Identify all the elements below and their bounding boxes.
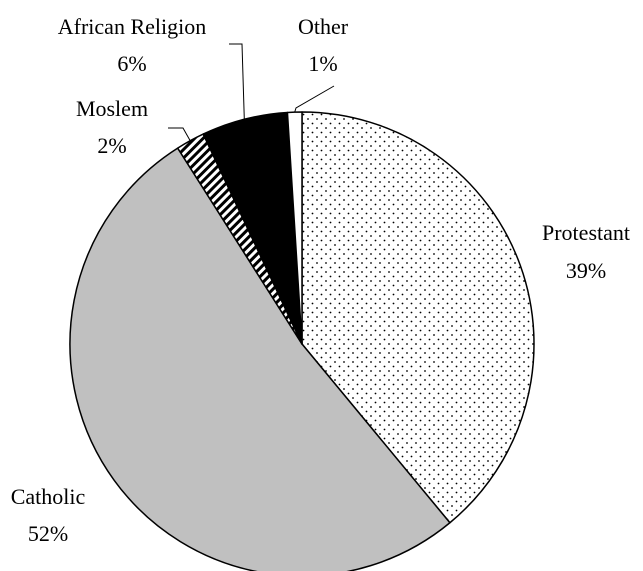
label-protestant-name: Protestant <box>542 220 630 245</box>
label-other-value: 1% <box>308 51 337 76</box>
slice-catholic <box>69 147 451 571</box>
slice-other <box>286 111 303 345</box>
leader-line-african-religion <box>229 43 245 120</box>
label-moslem-name: Moslem <box>76 96 148 121</box>
label-moslem-value: 2% <box>97 133 126 158</box>
pie-slices <box>69 111 535 571</box>
label-african-religion-value: 6% <box>117 51 146 76</box>
label-catholic-value: 52% <box>28 521 68 546</box>
leader-line-moslem <box>168 127 191 141</box>
label-other-name: Other <box>298 14 349 39</box>
label-protestant-value: 39% <box>566 258 606 283</box>
label-african-religion-name: African Religion <box>58 14 206 39</box>
leader-lines <box>168 43 335 141</box>
slice-protestant <box>301 111 535 524</box>
label-catholic-name: Catholic <box>11 484 86 509</box>
leader-line-other <box>294 85 335 113</box>
